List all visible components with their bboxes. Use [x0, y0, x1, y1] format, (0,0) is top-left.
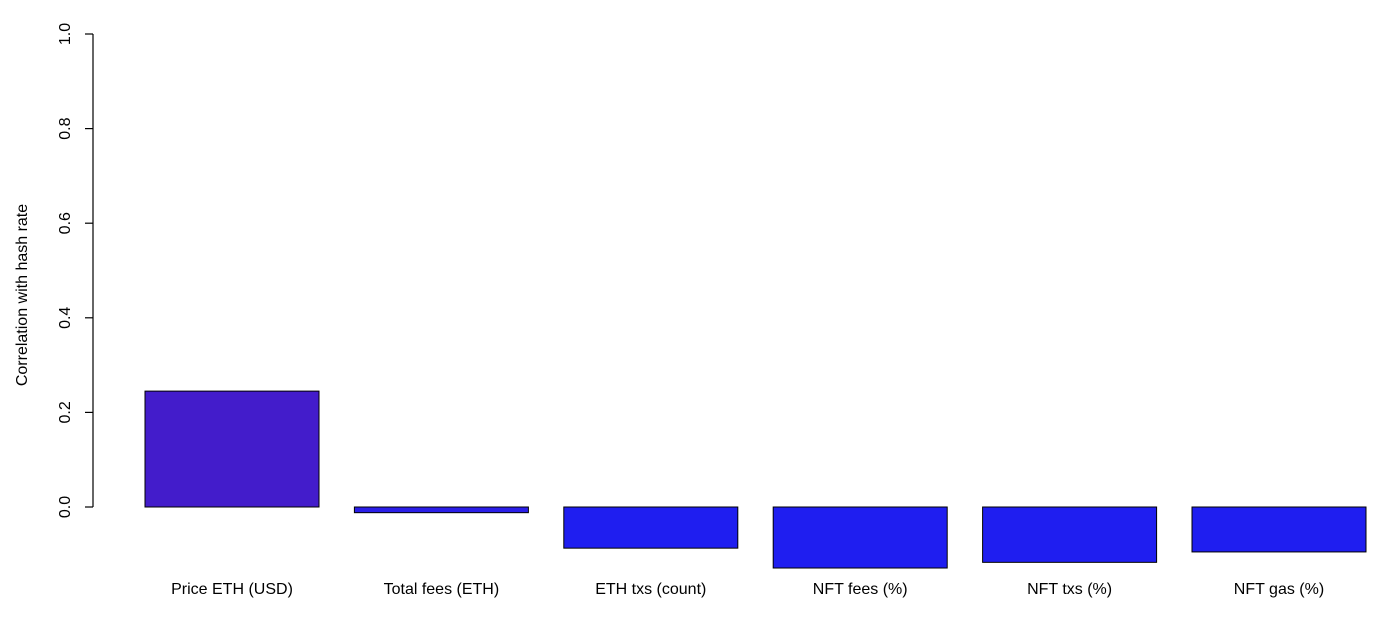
- bar: [353, 506, 529, 514]
- x-tick-label: Total fees (ETH): [384, 581, 500, 598]
- bar: [772, 506, 948, 569]
- y-tick-label: 0.8: [57, 117, 74, 139]
- x-tick-label: Price ETH (USD): [171, 581, 293, 598]
- y-tick-label: 0.0: [57, 496, 74, 518]
- y-tick-label: 0.2: [57, 401, 74, 423]
- y-tick-label: 1.0: [57, 23, 74, 45]
- y-tick-label: 0.6: [57, 212, 74, 234]
- x-axis-labels: Price ETH (USD) Total fees (ETH) ETH txs (…: [171, 581, 1324, 598]
- x-tick-label: NFT fees (%): [813, 581, 908, 598]
- bar: [982, 506, 1158, 563]
- y-axis-title: Correlation with hash rate: [14, 204, 31, 386]
- bar: [563, 506, 739, 549]
- bars: [144, 390, 1367, 569]
- bar: [1191, 506, 1367, 553]
- bar: [144, 390, 320, 508]
- y-tick-label: 0.4: [57, 307, 74, 329]
- y-axis: 0.0 0.2 0.4 0.6 0.8 1.0: [57, 23, 94, 518]
- x-tick-label: NFT gas (%): [1234, 581, 1324, 598]
- x-tick-label: NFT txs (%): [1027, 581, 1112, 598]
- x-tick-label: ETH txs (count): [595, 581, 706, 598]
